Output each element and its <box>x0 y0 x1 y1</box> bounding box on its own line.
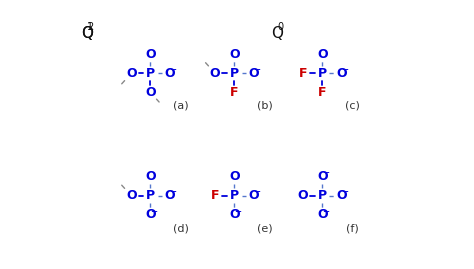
Text: O: O <box>164 67 175 80</box>
Text: −: − <box>170 65 177 74</box>
Text: O: O <box>248 189 259 202</box>
Text: F: F <box>211 189 219 202</box>
Text: −: − <box>234 207 241 216</box>
Text: −: − <box>341 187 348 196</box>
Text: O: O <box>317 48 328 61</box>
Text: Q: Q <box>272 26 283 41</box>
Text: (e): (e) <box>257 223 273 233</box>
Text: P: P <box>318 189 327 202</box>
Text: O: O <box>248 67 259 80</box>
Text: (d): (d) <box>173 223 189 233</box>
Text: F: F <box>318 86 327 99</box>
Text: Q: Q <box>81 26 93 41</box>
Text: P: P <box>146 67 155 80</box>
Text: Q: Q <box>81 26 93 41</box>
Text: 1: 1 <box>87 23 93 33</box>
Text: F: F <box>230 86 238 99</box>
Text: O: O <box>317 208 328 221</box>
Text: O: O <box>126 189 137 202</box>
Text: (c): (c) <box>346 101 360 111</box>
Text: −: − <box>254 65 261 74</box>
Text: O: O <box>126 67 137 80</box>
Text: −: − <box>322 207 329 216</box>
Text: (b): (b) <box>257 101 273 111</box>
Text: P: P <box>146 189 155 202</box>
Text: −: − <box>150 207 157 216</box>
Text: −: − <box>341 65 348 74</box>
Text: O: O <box>145 48 156 61</box>
Text: O: O <box>229 48 240 61</box>
Text: O: O <box>145 170 156 183</box>
Text: 2: 2 <box>87 23 93 33</box>
Text: P: P <box>230 189 239 202</box>
Text: F: F <box>299 67 307 80</box>
Text: O: O <box>229 170 240 183</box>
Text: O: O <box>145 208 156 221</box>
Text: P: P <box>318 67 327 80</box>
Text: O: O <box>145 86 156 99</box>
Text: 0: 0 <box>277 23 283 33</box>
Text: O: O <box>229 208 240 221</box>
Text: (f): (f) <box>346 223 359 233</box>
Text: −: − <box>322 168 329 177</box>
Text: O: O <box>336 67 346 80</box>
Text: O: O <box>164 189 175 202</box>
Text: O: O <box>210 67 220 80</box>
Text: O: O <box>317 170 328 183</box>
Text: O: O <box>298 189 308 202</box>
Text: −: − <box>254 187 261 196</box>
Text: P: P <box>230 67 239 80</box>
Text: O: O <box>336 189 346 202</box>
Text: −: − <box>170 187 177 196</box>
Text: (a): (a) <box>173 101 189 111</box>
